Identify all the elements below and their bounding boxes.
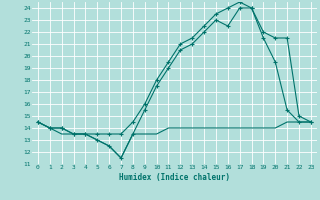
X-axis label: Humidex (Indice chaleur): Humidex (Indice chaleur) [119,173,230,182]
